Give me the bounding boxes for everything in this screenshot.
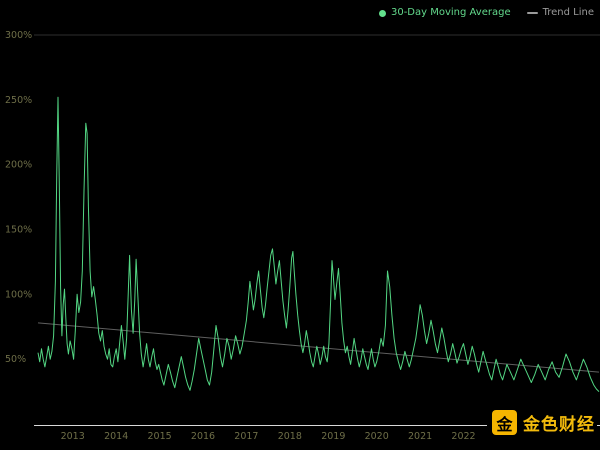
legend-label-moving-average: 30-Day Moving Average [390, 7, 511, 18]
legend-label-trend-line: Trend Line [542, 7, 594, 18]
x-tick-label: 2020 [365, 431, 389, 442]
x-tick-label: 2017 [234, 431, 258, 442]
y-tick-label: 100% [5, 289, 32, 300]
trend-line-legend-dash-icon [526, 12, 538, 14]
watermark-text: 金色财经 [523, 415, 595, 435]
x-tick-label: 2013 [61, 431, 85, 442]
x-tick-label: 2019 [321, 431, 345, 442]
y-tick-label: 150% [5, 225, 32, 236]
moving-average-legend-dot-icon [378, 9, 386, 17]
moving-average-line [37, 96, 600, 392]
x-tick-label: 2015 [148, 431, 172, 442]
y-tick-label: 300% [5, 30, 32, 41]
x-tick-label: 2016 [191, 431, 215, 442]
jinse-finance-logo-icon: 金 [492, 410, 517, 435]
x-tick-label: 2014 [104, 431, 128, 442]
watermark: 金 金色财经 [487, 408, 597, 437]
y-tick-label: 200% [5, 160, 32, 171]
chart-legend: 30-Day Moving Average Trend Line [378, 7, 594, 18]
y-tick-label: 50% [5, 354, 26, 365]
legend-item-moving-average[interactable]: 30-Day Moving Average [378, 7, 511, 18]
x-tick-label: 2021 [408, 431, 432, 442]
y-tick-label: 250% [5, 95, 32, 106]
x-tick-label: 2022 [451, 431, 475, 442]
legend-item-trend-line[interactable]: Trend Line [526, 7, 594, 18]
trend-line [37, 322, 600, 373]
x-tick-label: 2018 [278, 431, 302, 442]
